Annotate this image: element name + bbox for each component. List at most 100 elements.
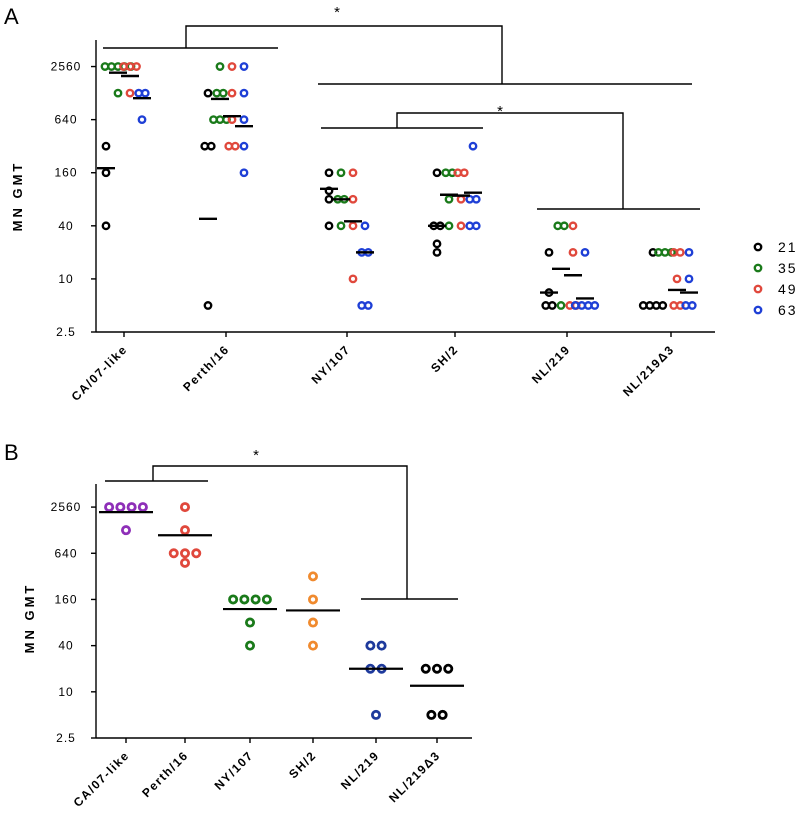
legend-marker-49 [753, 284, 763, 294]
legend-marker-21 [753, 242, 763, 252]
data-point-ny-107 [239, 594, 250, 605]
data-point-21-ny-107 [324, 194, 334, 204]
data-point-21-perth-16 [203, 301, 213, 310]
data-point-63-nl-219-3 [684, 274, 694, 284]
y-tick-label: 160 [54, 592, 77, 606]
data-point-nl-219 [365, 640, 376, 651]
data-point-63-ny-107 [360, 221, 370, 231]
category-label-ny-107: NY/107 [212, 748, 257, 793]
legend-label-49: 49 [778, 281, 798, 297]
data-point-49-nl-219 [568, 221, 578, 231]
data-point-49-nl-219-3 [672, 274, 682, 284]
data-point-63-perth-16 [239, 168, 249, 178]
data-point-49-sh-2 [459, 168, 469, 178]
data-point-perth-16 [179, 557, 190, 568]
data-point-21-ny-107 [324, 221, 334, 231]
data-point-49-sh-2 [456, 221, 466, 231]
data-point-49-ny-107 [348, 274, 358, 284]
bracket-b-top [152, 465, 408, 599]
data-point-21-ca-07-like [101, 221, 111, 231]
bracket-a-mid [396, 112, 624, 209]
category-label-sh-2: SH/2 [428, 342, 461, 375]
data-point-ca-07-like [115, 502, 126, 513]
data-point-49-sh-2 [456, 194, 466, 204]
y-tick-label: 2560 [51, 500, 82, 514]
data-point-63-perth-16 [239, 62, 249, 71]
data-point-perth-16 [179, 502, 190, 513]
significance-star-b: * [253, 447, 259, 464]
category-label-nl-219-3: NL/219Δ3 [386, 748, 443, 805]
data-point-21-sh-2 [432, 168, 442, 178]
data-point-63-sh-2 [468, 141, 478, 151]
panel-b-label: B [4, 440, 19, 465]
data-point-sh-2 [307, 640, 318, 651]
data-point-nl-219-3 [443, 663, 454, 674]
panel-a-y-label: MN GMT [10, 161, 25, 232]
y-tick-label: 640 [54, 546, 77, 560]
panel-a: MN GMT 2.5 10 40 160 640 2560 CA/07-like Perth… [10, 4, 798, 404]
legend-label-35: 35 [778, 260, 798, 276]
data-point-perth-16 [179, 525, 190, 536]
data-point-35-perth-16 [215, 62, 225, 71]
data-point-63-perth-16 [239, 115, 249, 125]
data-point-35-ca-07-like [113, 88, 123, 98]
data-point-21-ny-107 [324, 168, 334, 178]
data-point-35-ny-107 [336, 221, 346, 231]
data-point-63-nl-219-3 [687, 301, 697, 310]
y-tick-label: 2.5 [56, 325, 76, 339]
data-point-nl-219-3 [426, 709, 437, 720]
y-tick-label: 640 [54, 113, 77, 127]
data-point-21-ca-07-like [101, 141, 111, 151]
data-point-sh-2 [307, 571, 318, 582]
data-point-nl-219-3 [420, 663, 431, 674]
y-tick-label: 2.5 [56, 731, 76, 745]
data-point-63-sh-2 [471, 194, 481, 204]
data-point-ny-107 [250, 594, 261, 605]
data-point-21-nl-219 [547, 301, 557, 310]
panel-b-significance-brackets [105, 465, 458, 600]
data-point-63-ca-07-like [137, 115, 147, 125]
data-point-ny-107 [261, 594, 272, 605]
y-tick-label: 10 [58, 272, 73, 286]
data-point-49-ca-07-like [125, 88, 135, 98]
data-point-21-sh-2 [432, 239, 442, 249]
data-point-ca-07-like [104, 502, 115, 513]
data-point-49-nl-219 [568, 247, 578, 257]
data-point-35-sh-2 [444, 221, 454, 231]
significance-star-a-1: * [334, 4, 340, 21]
data-point-35-perth-16 [218, 88, 228, 98]
y-tick-label: 10 [58, 685, 73, 699]
data-point-63-ny-107 [363, 301, 373, 310]
data-point-ca-07-like [126, 502, 137, 513]
data-point-ca-07-like [137, 502, 148, 513]
category-label-perth-16: Perth/16 [180, 342, 232, 394]
data-point-perth-16 [168, 548, 179, 559]
data-point-63-nl-219-3 [684, 247, 694, 257]
data-point-35-nl-219 [556, 301, 566, 310]
data-point-sh-2 [307, 594, 318, 605]
data-point-49-ca-07-like [132, 62, 141, 71]
data-point-perth-16 [191, 548, 202, 559]
panel-a-significance-brackets [103, 25, 700, 210]
legend-marker-35 [753, 263, 763, 273]
data-point-49-nl-219-3 [675, 247, 685, 257]
data-point-21-sh-2 [432, 247, 442, 257]
bracket-a-top [185, 25, 503, 84]
data-point-sh-2 [307, 617, 318, 628]
category-label-nl-219: NL/219 [338, 748, 382, 792]
legend-marker-63 [753, 305, 763, 315]
data-point-perth-16 [179, 548, 190, 559]
data-point-ny-107 [228, 594, 239, 605]
data-point-ny-107 [244, 640, 255, 651]
category-label-sh-2: SH/2 [286, 748, 319, 781]
y-tick-label: 40 [58, 219, 73, 233]
y-tick-label: 2560 [51, 60, 82, 74]
data-point-21-ca-07-like [101, 168, 111, 178]
data-point-ca-07-like [121, 525, 132, 536]
data-point-49-ny-107 [348, 221, 358, 231]
category-label-nl-219: NL/219 [529, 342, 573, 386]
data-point-21-perth-16 [203, 88, 213, 98]
panel-b-y-label: MN GMT [22, 583, 37, 654]
data-point-nl-219 [376, 640, 387, 651]
